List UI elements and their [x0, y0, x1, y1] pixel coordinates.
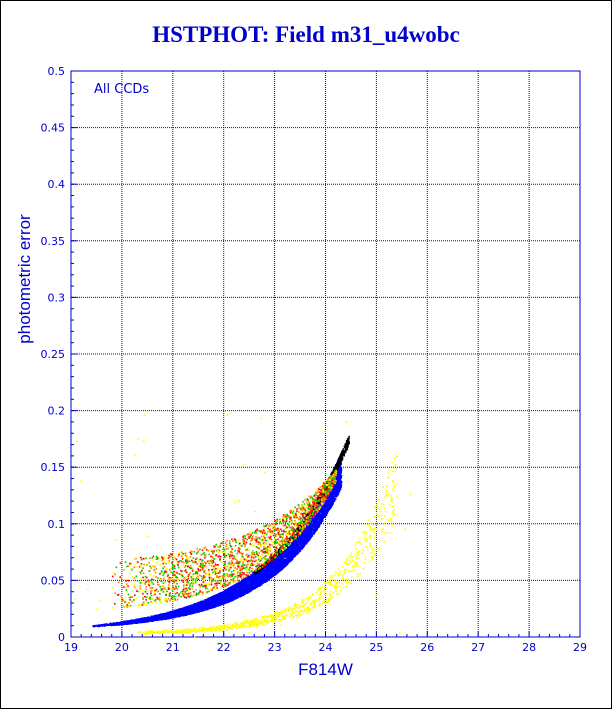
y-tick-label: 0.25 — [41, 348, 66, 361]
data-point — [281, 555, 284, 558]
data-point — [323, 515, 325, 518]
data-point — [239, 588, 241, 590]
data-point — [311, 527, 314, 529]
data-point — [283, 558, 286, 561]
data-point — [339, 465, 341, 467]
data-point — [317, 517, 320, 519]
data-point — [273, 569, 276, 572]
data-point — [339, 487, 342, 490]
data-point — [324, 516, 326, 518]
data-point — [272, 573, 275, 576]
data-point — [340, 480, 342, 483]
data-point — [99, 625, 101, 627]
y-tick-label: 0.4 — [48, 178, 66, 191]
data-point — [296, 534, 299, 536]
y-tick-label: 0.2 — [48, 405, 66, 418]
x-tick-label: 22 — [217, 641, 231, 654]
data-point — [314, 531, 316, 533]
data-point — [340, 466, 342, 469]
data-point — [246, 581, 249, 584]
x-tick-label: 29 — [573, 641, 587, 654]
data-point — [314, 516, 317, 519]
y-tick-label: 0.05 — [41, 574, 66, 587]
main-sequence-points — [92, 452, 343, 628]
data-point — [274, 564, 276, 567]
data-point — [301, 538, 303, 540]
x-tick-label: 21 — [166, 641, 180, 654]
data-point — [301, 547, 304, 550]
data-point — [253, 574, 256, 576]
data-point — [305, 533, 308, 535]
x-tick-label: 24 — [319, 641, 333, 654]
data-point — [312, 530, 315, 532]
data-point — [311, 525, 313, 527]
chart-title: HSTPHOT: Field m31_u4wobc — [152, 22, 460, 47]
x-tick-label: 27 — [471, 641, 485, 654]
data-point — [297, 537, 300, 540]
data-point — [302, 546, 305, 548]
y-tick-label: 0.5 — [48, 65, 66, 78]
y-tick-label: 0.15 — [41, 461, 66, 474]
data-point — [323, 507, 326, 510]
data-point — [332, 493, 334, 495]
data-point — [314, 524, 317, 527]
y-tick-label: 0.1 — [48, 518, 66, 531]
y-tick-label: 0.3 — [48, 291, 66, 304]
y-tick-label: 0 — [58, 631, 65, 644]
data-point — [301, 541, 303, 544]
y-tick-label: 0.45 — [41, 122, 66, 135]
x-tick-label: 23 — [268, 641, 282, 654]
data-point — [289, 548, 291, 550]
data-point — [313, 530, 316, 532]
data-point — [252, 584, 255, 587]
data-point — [327, 502, 330, 505]
y-tick-label: 0.35 — [41, 235, 66, 248]
data-point — [283, 559, 286, 562]
data-point — [282, 559, 285, 562]
data-point — [149, 620, 151, 622]
x-tick-label: 25 — [369, 641, 383, 654]
data-point — [336, 476, 338, 479]
data-point — [148, 616, 150, 619]
data-point — [245, 578, 248, 580]
data-point — [288, 548, 291, 551]
x-tick-label: 20 — [115, 641, 129, 654]
x-tick-label: 28 — [522, 641, 536, 654]
data-point — [262, 582, 265, 584]
x-tick-label: 19 — [64, 641, 78, 654]
x-tick-label: 26 — [420, 641, 434, 654]
data-point — [290, 550, 292, 552]
data-point — [300, 547, 302, 550]
data-point — [326, 502, 329, 505]
data-point — [251, 572, 254, 574]
plot-area — [70, 70, 581, 638]
data-point — [129, 620, 132, 622]
data-point — [330, 490, 333, 493]
data-point — [315, 516, 318, 518]
